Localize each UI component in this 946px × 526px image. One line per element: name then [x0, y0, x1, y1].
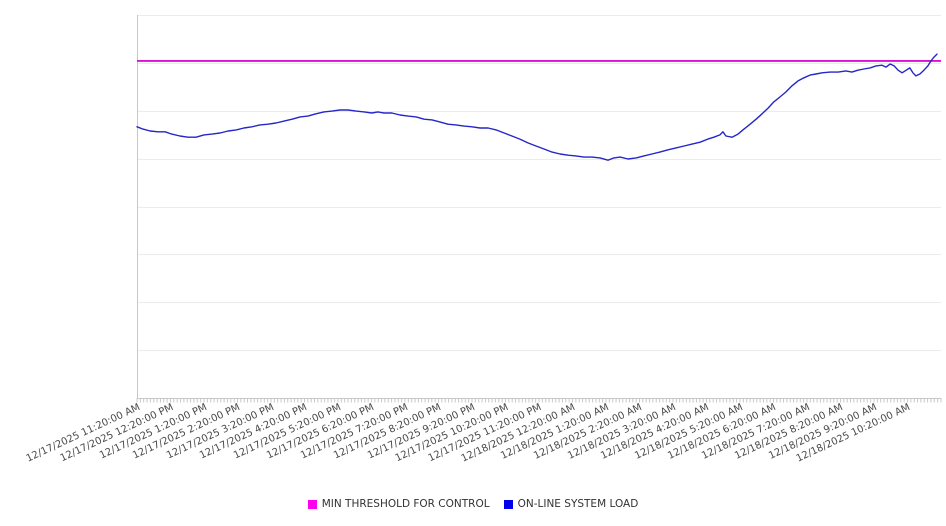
legend-label-system-load: ON-LINE SYSTEM LOAD [517, 498, 639, 510]
min-threshold-swatch-icon [307, 499, 317, 509]
system-load-line [136, 53, 938, 161]
system-load-swatch-icon [503, 499, 513, 509]
chart-legend: MIN THRESHOLD FOR CONTROL ON-LINE SYSTEM… [0, 498, 946, 510]
legend-label-min-threshold: MIN THRESHOLD FOR CONTROL [321, 498, 490, 510]
legend-item-min-threshold[interactable]: MIN THRESHOLD FOR CONTROL [307, 498, 490, 510]
legend-item-system-load[interactable]: ON-LINE SYSTEM LOAD [503, 498, 639, 510]
